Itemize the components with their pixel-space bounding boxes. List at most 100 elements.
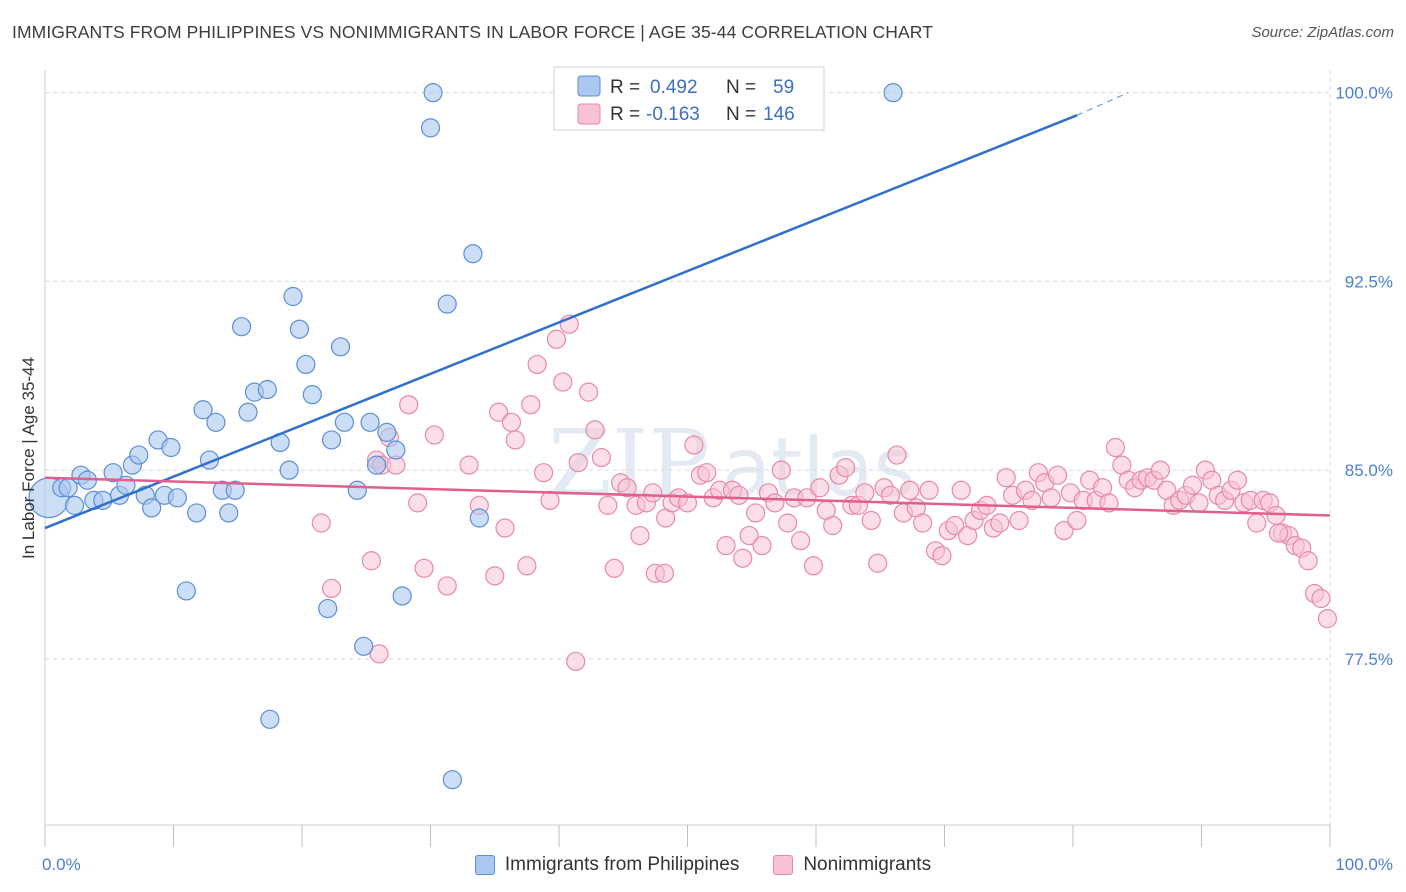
philippines-point-55 <box>883 83 903 103</box>
nonimmigrant-point-125 <box>1182 475 1203 495</box>
nonimmigrant-point-13 <box>459 455 479 475</box>
philippines-point-26 <box>225 480 245 500</box>
nonimmigrant-point-69 <box>823 515 843 536</box>
philippines-point-23 <box>206 412 226 432</box>
philippines-point-46 <box>377 422 397 442</box>
chart-title: IMMIGRANTS FROM PHILIPPINES VS NONIMMIGR… <box>12 22 933 42</box>
legend-pink-swatch <box>577 103 601 125</box>
trend-lines <box>44 92 1331 530</box>
nonimmigrant-point-10 <box>414 558 434 578</box>
philippines-point-51 <box>437 294 457 314</box>
y-tick-label-3: 100.0% <box>1335 84 1393 103</box>
nonimmigrant-point-96 <box>996 468 1016 488</box>
nonimmigrant-point-147 <box>1268 523 1289 543</box>
philippines-point-40 <box>334 412 355 432</box>
philippines-point-50 <box>420 118 441 138</box>
nonimmigrant-point-55 <box>733 548 753 568</box>
nonimmigrant-point-56 <box>739 525 759 546</box>
nonimmigrant-point-21 <box>521 395 541 415</box>
tick-labels: 77.5% 85.0% 92.5% 100.0% 0.0% 100.0% <box>42 84 1393 874</box>
nonimmigrant-point-83 <box>913 513 933 533</box>
nonimmigrant-point-38 <box>630 525 650 546</box>
nonimmigrant-point-105 <box>1054 520 1074 541</box>
philippines-point-35 <box>289 319 310 339</box>
philippines-point-52 <box>442 770 462 790</box>
nonimmigrant-point-57 <box>746 503 766 523</box>
nonimmigrant-point-64 <box>790 531 811 551</box>
y-tick-label-0: 77.5% <box>1345 650 1393 669</box>
legend-blue-r-label: R = <box>610 77 640 98</box>
nonimmigrant-point-16 <box>489 402 509 422</box>
nonimmigrant-point-98 <box>1009 510 1029 531</box>
philippines-point-14 <box>142 498 162 518</box>
philippines-point-43 <box>354 636 374 656</box>
philippines-point-49 <box>423 83 443 103</box>
philippines-point-42 <box>347 480 367 500</box>
nonimmigrant-point-75 <box>861 510 881 531</box>
x-tick-label-0: 0.0% <box>42 855 81 874</box>
nonimmigrant-point-32 <box>591 447 612 468</box>
nonimmigrant-point-33 <box>598 495 618 515</box>
nonimmigrant-point-61 <box>771 460 791 480</box>
nonimmigrant-point-112 <box>1099 493 1119 513</box>
y-axis-title: In Labor Force | Age 35-44 <box>19 357 38 559</box>
philippines-swatch <box>474 855 495 875</box>
nonimmigrant-point-103 <box>1041 488 1061 508</box>
nonimmigrant-point-30 <box>578 382 599 402</box>
nonimmigrant-point-25 <box>546 329 567 349</box>
nonimmigrant-point-1 <box>321 578 342 599</box>
nonimmigrant-point-24 <box>540 490 560 510</box>
nonimmigrant-point-54 <box>729 485 749 505</box>
nonimmigrant-point-15 <box>485 566 505 586</box>
x-tick-label-1: 100.0% <box>1335 855 1393 874</box>
legend-blue-n-value: 59 <box>773 77 794 98</box>
legend-pink-r-label: R = <box>610 104 640 125</box>
philippines-point-20 <box>187 503 207 523</box>
philippines-point-12 <box>129 445 149 465</box>
nonimmigrant-point-132 <box>1227 470 1248 490</box>
nonimmigrant-point-58 <box>752 536 772 556</box>
nonimmigrant-point-86 <box>932 546 952 566</box>
philippines-point-27 <box>232 317 252 337</box>
nonimmigrant-point-8 <box>399 395 419 415</box>
nonimmigrants-swatch <box>773 855 794 875</box>
correlation-legend: R = 0.492 N = 59 R = -0.163 N = 146 <box>553 66 825 131</box>
nonimmigrants-label: Nonimmigrants <box>803 854 932 875</box>
legend-pink-r-value: -0.163 <box>646 104 700 125</box>
nonimmigrant-point-26 <box>553 372 573 392</box>
philippines-trend-extension <box>1076 92 1129 116</box>
nonimmigrant-point-5 <box>369 644 389 664</box>
nonimmigrant-point-74 <box>855 483 875 503</box>
nonimmigrant-point-66 <box>803 556 824 576</box>
nonimmigrant-point-0 <box>311 513 331 533</box>
nonimmigrant-point-113 <box>1105 437 1126 458</box>
nonimmigrant-point-95 <box>990 513 1010 533</box>
philippines-point-31 <box>260 709 280 729</box>
nonimmigrant-point-84 <box>919 480 939 500</box>
philippines-point-17 <box>161 437 181 458</box>
philippines-point-19 <box>176 581 196 601</box>
nonimmigrant-point-67 <box>810 478 830 498</box>
nonimmigrant-point-23 <box>533 463 554 483</box>
legend-item-philippines: Immigrants from Philippines <box>474 854 739 876</box>
nonimmigrant-point-20 <box>517 556 537 576</box>
nonimmigrant-point-28 <box>568 453 588 473</box>
philippines-point-54 <box>469 508 489 528</box>
nonimmigrant-point-60 <box>765 493 785 513</box>
legend-blue-swatch <box>577 75 601 97</box>
legend-pink-n-label: N = <box>726 104 756 125</box>
nonimmigrant-point-47 <box>684 435 704 455</box>
nonimmigrant-point-19 <box>505 430 525 450</box>
philippines-point-47 <box>386 440 406 460</box>
philippines-point-38 <box>318 598 338 619</box>
series-legend: Immigrants from Philippines Nonimmigrant… <box>0 851 1406 879</box>
nonimmigrant-point-126 <box>1189 493 1209 513</box>
nonimmigrant-point-89 <box>951 480 971 500</box>
nonimmigrant-point-120 <box>1150 460 1170 480</box>
nonimmigrant-point-29 <box>566 651 586 672</box>
source-label: Source: ZipAtlas.com <box>1251 24 1394 41</box>
philippines-point-44 <box>360 412 380 432</box>
y-tick-label-1: 85.0% <box>1345 461 1393 480</box>
philippines-point-33 <box>279 460 299 480</box>
philippines-point-36 <box>296 354 316 375</box>
